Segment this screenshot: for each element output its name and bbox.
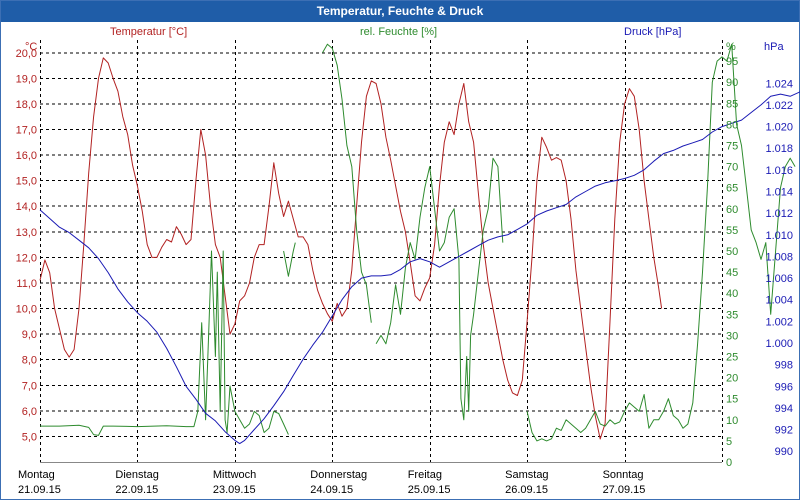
humidity-tick-label: 10 xyxy=(726,415,738,427)
humidity-tick-label: 35 xyxy=(726,309,738,321)
pressure-tick-label: 1.022 xyxy=(765,100,793,112)
temperature-tick-label: 17,0 xyxy=(16,125,37,137)
temperature-tick-label: 18,0 xyxy=(16,99,37,111)
day-weekday-label: Donnerstag xyxy=(310,469,367,481)
humidity-series-line xyxy=(283,242,296,277)
temperature-tick-label: 11,0 xyxy=(16,278,37,290)
day-date-label: 22.09.15 xyxy=(115,484,158,496)
pressure-unit-label: hPa xyxy=(764,41,784,53)
humidity-series-line xyxy=(40,250,289,436)
temperature-unit-label: °C xyxy=(25,41,37,53)
pressure-tick-label: 1.014 xyxy=(765,186,793,198)
day-date-label: 21.09.15 xyxy=(18,484,61,496)
temperature-tick-label: 12,0 xyxy=(16,252,37,264)
humidity-tick-label: 70 xyxy=(726,162,738,174)
temperature-series-line xyxy=(39,57,663,440)
temperature-tick-label: 5,0 xyxy=(22,431,37,443)
pressure-tick-label: 990 xyxy=(775,446,793,458)
temperature-tick-label: 10,0 xyxy=(16,304,37,316)
humidity-tick-label: 95 xyxy=(726,56,738,68)
pressure-tick-label: 992 xyxy=(775,425,793,437)
axis-ticks: 5,0 6,0 7,0 8,0 9,0 10,0 11,0 12,0 13,0 14,0 15,0 1… xyxy=(16,48,793,469)
humidity-tick-label: 5 xyxy=(726,436,732,448)
day-date-label: 26.09.15 xyxy=(505,484,548,496)
day-date-label: 24.09.15 xyxy=(310,484,353,496)
temperature-axis-header: Temperatur [°C] xyxy=(110,26,187,38)
pressure-axis-header: Druck [hPa] xyxy=(624,26,681,38)
x-axis-day-labels: Montag 21.09.15 Dienstag 22.09.15 Mittwoch 23… xyxy=(18,469,645,496)
humidity-tick-label: 55 xyxy=(726,225,738,237)
day-weekday-label: Samstag xyxy=(505,469,548,481)
humidity-unit-label: % xyxy=(726,41,736,53)
pressure-tick-label: 994 xyxy=(775,403,793,415)
humidity-tick-label: 85 xyxy=(726,98,738,110)
pressure-tick-label: 1.002 xyxy=(765,316,793,328)
day-weekday-label: Mittwoch xyxy=(213,469,256,481)
pressure-tick-label: 1.012 xyxy=(765,208,793,220)
humidity-series-line xyxy=(526,43,796,442)
day-weekday-label: Freitag xyxy=(408,469,442,481)
temperature-tick-label: 20,0 xyxy=(16,48,37,60)
pressure-series-line xyxy=(39,91,800,445)
humidity-axis-header: rel. Feuchte [%] xyxy=(360,26,437,38)
temperature-tick-label: 14,0 xyxy=(16,201,37,213)
chart-title: Temperatur, Feuchte & Druck xyxy=(1,1,799,22)
humidity-tick-label: 60 xyxy=(726,204,738,216)
pressure-tick-label: 996 xyxy=(775,381,793,393)
pressure-tick-label: 1.010 xyxy=(765,230,793,242)
day-weekday-label: Dienstag xyxy=(115,469,158,481)
humidity-tick-label: 15 xyxy=(726,394,738,406)
pressure-tick-label: 1.016 xyxy=(765,165,793,177)
pressure-tick-label: 1.024 xyxy=(765,78,793,90)
pressure-tick-label: 998 xyxy=(775,360,793,372)
day-weekday-label: Montag xyxy=(18,469,55,481)
temperature-tick-label: 8,0 xyxy=(22,355,37,367)
pressure-tick-label: 1.000 xyxy=(765,338,793,350)
pressure-tick-label: 1.020 xyxy=(765,122,793,134)
humidity-tick-label: 75 xyxy=(726,141,738,153)
day-date-label: 27.09.15 xyxy=(603,484,646,496)
day-date-label: 25.09.15 xyxy=(408,484,451,496)
temperature-tick-label: 9,0 xyxy=(22,329,37,341)
day-date-label: 23.09.15 xyxy=(213,484,256,496)
pressure-tick-label: 1.018 xyxy=(765,143,793,155)
humidity-tick-label: 25 xyxy=(726,352,738,364)
humidity-tick-label: 30 xyxy=(726,330,738,342)
pressure-tick-label: 1.006 xyxy=(765,273,793,285)
day-weekday-label: Sonntag xyxy=(603,469,644,481)
humidity-series-line xyxy=(375,157,504,421)
pressure-tick-label: 1.004 xyxy=(765,295,793,307)
temperature-tick-label: 7,0 xyxy=(22,380,37,392)
temperature-tick-label: 13,0 xyxy=(16,227,37,239)
humidity-tick-label: 40 xyxy=(726,288,738,300)
humidity-tick-label: 80 xyxy=(726,119,738,131)
humidity-tick-label: 50 xyxy=(726,246,738,258)
humidity-tick-label: 90 xyxy=(726,77,738,89)
humidity-tick-label: 65 xyxy=(726,183,738,195)
series-lines xyxy=(39,43,800,445)
humidity-series-line xyxy=(322,43,372,323)
pressure-tick-label: 1.008 xyxy=(765,251,793,263)
temperature-tick-label: 16,0 xyxy=(16,150,37,162)
humidity-tick-label: 0 xyxy=(726,457,732,469)
grid-lines xyxy=(40,40,723,463)
temperature-tick-label: 6,0 xyxy=(22,406,37,418)
humidity-tick-label: 45 xyxy=(726,267,738,279)
temperature-tick-label: 19,0 xyxy=(16,73,37,85)
temperature-tick-label: 15,0 xyxy=(16,176,37,188)
humidity-tick-label: 20 xyxy=(726,373,738,385)
